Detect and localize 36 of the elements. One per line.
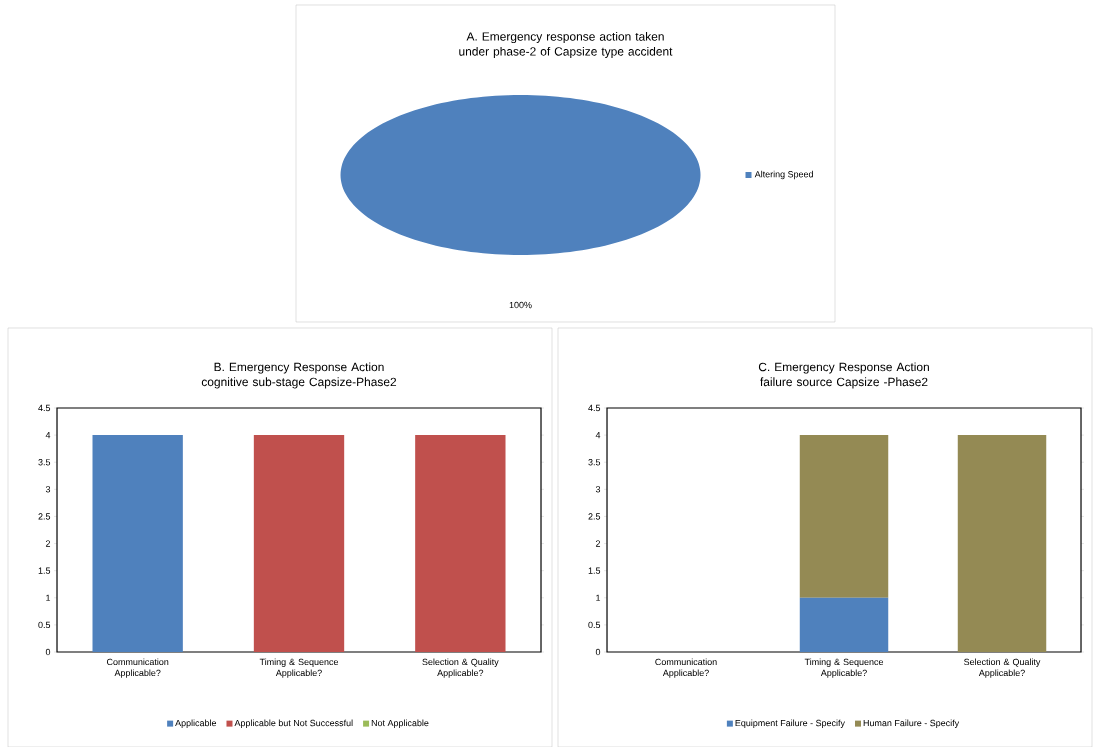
y-tick-label: 4 (45, 432, 51, 439)
y-tick-label: 3 (595, 486, 601, 493)
legend-label: Human Failure - Specify (863, 719, 960, 728)
y-tick-label: 2.5 (588, 513, 601, 520)
y-tick-label: 1 (46, 594, 51, 601)
x-tick-label: Communication Applicable? (106, 658, 169, 678)
y-tick-label: 4 (595, 432, 601, 439)
y-tick-label: 0.5 (588, 621, 601, 629)
y-tick-label: 2 (45, 540, 51, 547)
legend-label: Altering Speed (754, 170, 813, 180)
x-tick-label: Selection & Quality Applicable? (964, 658, 1041, 678)
x-tick-label: Selection & Quality Applicable? (422, 658, 499, 678)
chart-title: C. Emergency Response Action failure source Capsize -Phase2 (758, 362, 929, 389)
y-tick-label: 1.5 (588, 567, 601, 574)
chart-title: B. Emergency Response Action cognitive sub-stage Capsize-Phase2 (201, 362, 397, 389)
x-tick-label: Communication Applicable? (655, 658, 717, 678)
y-tick-label: 0 (45, 648, 51, 656)
y-tick-label: 2 (595, 540, 601, 547)
y-tick-label: 4.5 (38, 404, 51, 412)
x-tick-label: Timing & Sequence Applicable? (259, 658, 339, 678)
y-tick-label: 4.5 (588, 404, 601, 412)
y-tick-label: 1 (596, 594, 601, 601)
data-label: 100% (509, 301, 532, 309)
legend-label: Applicable (175, 719, 217, 728)
y-tick-label: 3 (45, 486, 51, 493)
y-tick-label: 3.5 (588, 459, 601, 466)
legend-label: Applicable but Not Successful (234, 719, 353, 728)
y-tick-label: 3.5 (38, 459, 51, 466)
y-tick-label: 1.5 (38, 567, 51, 574)
y-tick-label: 0.5 (38, 621, 51, 629)
legend-label: Not Applicable (371, 719, 429, 728)
y-tick-label: 0 (595, 648, 601, 656)
y-tick-label: 2.5 (38, 513, 51, 520)
legend-label: Equipment Failure - Specify (735, 719, 845, 728)
chart-title: A. Emergency response action taken under phase-2 of Capsize type accident (459, 31, 673, 59)
x-tick-label: Timing & Sequence Applicable? (804, 658, 884, 678)
